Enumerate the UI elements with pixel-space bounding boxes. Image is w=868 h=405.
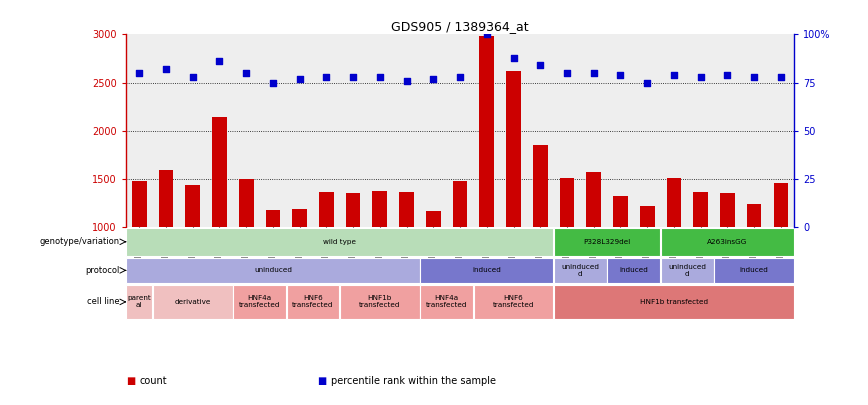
Text: ■: ■	[126, 376, 135, 386]
Bar	[694, 192, 708, 227]
Text: uninduced
d: uninduced d	[668, 264, 707, 277]
Bar	[159, 170, 174, 227]
Point	[507, 54, 521, 61]
Text: genotype/variation: genotype/variation	[39, 237, 119, 246]
Text: cell line: cell line	[87, 297, 119, 307]
Text: HNF4a
transfected: HNF4a transfected	[426, 295, 468, 309]
Bar	[554, 286, 794, 318]
Bar	[560, 178, 575, 227]
Bar	[212, 117, 227, 227]
Point	[641, 79, 654, 86]
Point	[293, 75, 306, 82]
Bar	[126, 258, 419, 283]
Bar	[126, 228, 553, 256]
Bar	[233, 286, 286, 318]
Bar	[372, 191, 387, 227]
Bar	[474, 286, 553, 318]
Point	[132, 70, 146, 76]
Text: parent
al: parent al	[128, 295, 151, 309]
Bar	[714, 258, 794, 283]
Bar	[239, 179, 253, 227]
Text: induced: induced	[740, 267, 768, 273]
Text: HNF4a
transfected: HNF4a transfected	[239, 295, 280, 309]
Bar	[746, 204, 761, 227]
Point	[614, 72, 628, 78]
Text: A263insGG: A263insGG	[707, 239, 747, 245]
Bar	[661, 228, 794, 256]
Bar	[720, 193, 734, 227]
Point	[667, 72, 681, 78]
Point	[747, 73, 761, 80]
Bar	[613, 196, 628, 227]
Point	[587, 70, 601, 76]
Point	[213, 58, 227, 64]
Bar	[426, 211, 441, 227]
Point	[694, 73, 707, 80]
Point	[346, 73, 360, 80]
Point	[266, 79, 279, 86]
Point	[373, 73, 387, 80]
Text: HNF6
transfected: HNF6 transfected	[493, 295, 535, 309]
Bar	[399, 192, 414, 227]
Point	[453, 73, 467, 80]
Bar	[587, 172, 601, 227]
Bar	[554, 258, 607, 283]
Bar	[345, 193, 360, 227]
Point	[426, 75, 440, 82]
Point	[720, 72, 734, 78]
Point	[319, 73, 333, 80]
Bar	[506, 71, 521, 227]
Bar	[453, 181, 467, 227]
Text: uninduced: uninduced	[254, 267, 292, 273]
Text: HNF1b transfected: HNF1b transfected	[640, 299, 708, 305]
Text: derivative: derivative	[174, 299, 211, 305]
Bar	[554, 228, 661, 256]
Text: uninduced
d: uninduced d	[562, 264, 599, 277]
Point	[399, 77, 413, 84]
Bar	[773, 183, 788, 227]
Bar	[126, 286, 152, 318]
Point	[186, 73, 200, 80]
Text: HNF1b
transfected: HNF1b transfected	[359, 295, 401, 309]
Point	[240, 70, 253, 76]
Point	[533, 62, 547, 68]
Text: induced: induced	[620, 267, 648, 273]
Bar	[608, 258, 661, 283]
Text: HNF6
transfected: HNF6 transfected	[293, 295, 334, 309]
Bar	[286, 286, 339, 318]
Bar	[266, 211, 280, 227]
Bar	[186, 185, 200, 227]
Text: P328L329del: P328L329del	[583, 239, 631, 245]
Bar	[661, 258, 713, 283]
Point	[480, 31, 494, 38]
Bar	[319, 192, 333, 227]
Bar	[293, 209, 307, 227]
Text: ■: ■	[317, 376, 326, 386]
Text: count: count	[140, 376, 168, 386]
Bar	[667, 178, 681, 227]
Text: wild type: wild type	[323, 239, 356, 245]
Text: protocol: protocol	[85, 266, 119, 275]
Bar	[132, 181, 147, 227]
Bar	[420, 258, 553, 283]
Text: percentile rank within the sample: percentile rank within the sample	[331, 376, 496, 386]
Bar	[640, 206, 654, 227]
Point	[159, 66, 173, 72]
Bar	[533, 145, 548, 227]
Point	[774, 73, 788, 80]
Bar	[420, 286, 473, 318]
Bar	[153, 286, 233, 318]
Title: GDS905 / 1389364_at: GDS905 / 1389364_at	[391, 20, 529, 33]
Point	[560, 70, 574, 76]
Text: induced: induced	[472, 267, 501, 273]
Bar	[479, 36, 494, 227]
Bar	[340, 286, 419, 318]
